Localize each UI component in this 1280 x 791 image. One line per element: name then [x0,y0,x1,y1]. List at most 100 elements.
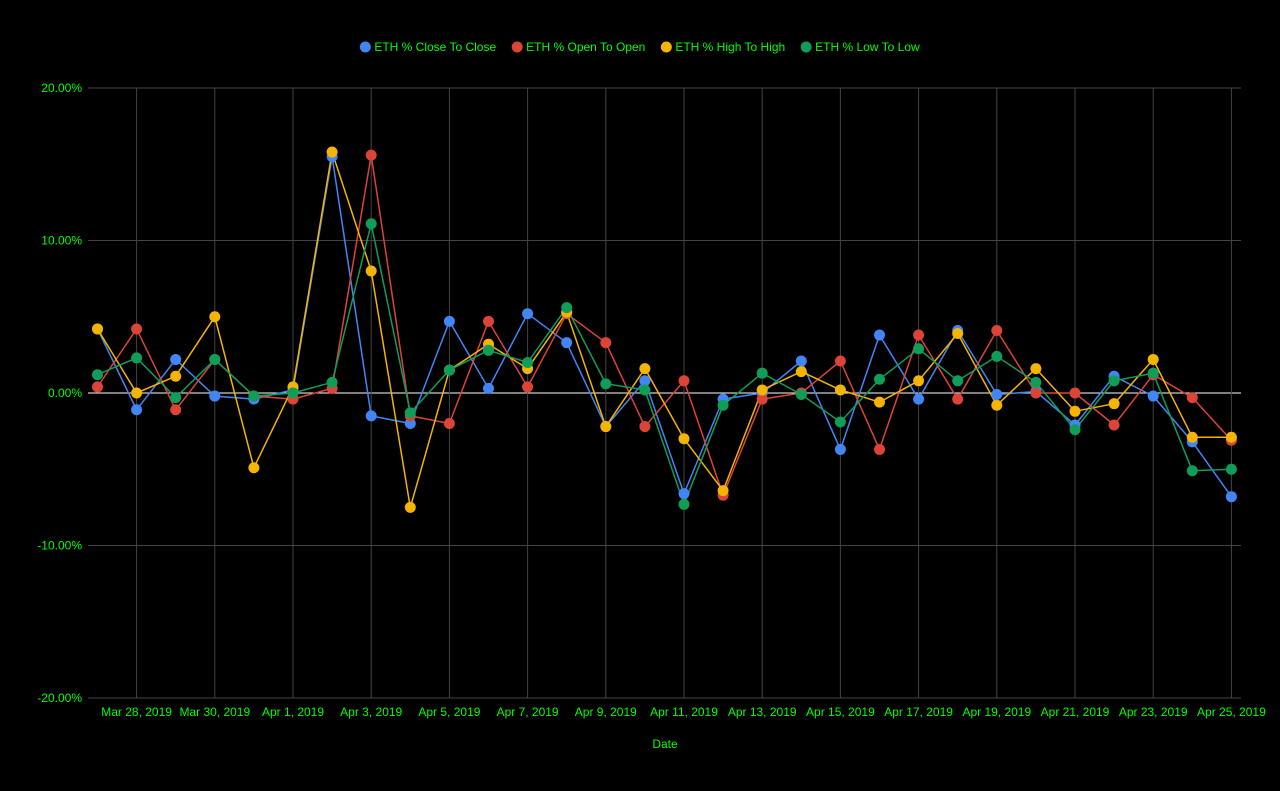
data-point[interactable] [1030,376,1042,388]
data-point[interactable] [913,329,925,341]
data-point[interactable] [326,146,338,158]
data-point[interactable] [522,381,534,393]
data-point[interactable] [170,404,182,416]
data-point[interactable] [443,418,455,429]
data-point[interactable] [483,344,494,356]
data-point[interactable] [1225,463,1237,475]
data-point[interactable] [756,393,768,405]
data-point[interactable] [639,363,651,375]
data-point[interactable] [717,399,729,411]
data-point[interactable] [209,311,221,323]
data-point[interactable] [600,337,612,349]
data-point[interactable] [404,407,416,419]
data-point[interactable] [834,443,846,455]
data-point[interactable] [561,302,573,314]
data-point[interactable] [756,367,768,379]
data-point[interactable] [365,149,377,161]
data-point[interactable] [92,323,103,335]
data-point[interactable] [1147,353,1159,365]
data-point[interactable] [639,375,651,387]
data-point[interactable] [131,352,143,364]
data-point[interactable] [1186,392,1198,404]
data-point[interactable] [600,378,612,390]
data-point[interactable] [913,343,925,355]
data-point[interactable] [913,393,925,405]
data-point[interactable] [1108,398,1120,410]
x-tick-label: Apr 21, 2019 [1041,705,1110,719]
data-point[interactable] [170,392,182,404]
data-point[interactable] [131,323,143,335]
legend-item-3[interactable]: ETH % High To High [660,40,785,54]
data-point[interactable] [1225,431,1237,443]
data-point[interactable] [131,404,143,416]
data-point[interactable] [443,315,455,327]
data-point[interactable] [365,265,377,277]
data-point[interactable] [952,393,964,405]
data-point[interactable] [834,416,846,428]
data-point[interactable] [248,390,260,402]
data-point[interactable] [443,364,455,376]
data-point[interactable] [1030,363,1042,375]
data-point[interactable] [522,308,534,320]
data-point[interactable] [483,382,494,394]
data-point[interactable] [874,443,885,455]
data-point[interactable] [1147,367,1159,379]
data-point[interactable] [834,384,846,396]
data-point[interactable] [170,370,182,382]
data-point[interactable] [678,433,690,445]
legend-item-2[interactable]: ETH % Open To Open [511,40,646,54]
data-point[interactable] [639,384,651,396]
data-point[interactable] [209,390,221,402]
data-point[interactable] [952,375,964,387]
data-point[interactable] [248,462,260,474]
data-point[interactable] [1108,419,1120,431]
data-point[interactable] [834,355,846,367]
data-point[interactable] [404,418,416,429]
data-point[interactable] [404,501,416,513]
data-point[interactable] [92,369,103,381]
data-point[interactable] [639,421,651,433]
data-point[interactable] [1069,387,1081,399]
data-point[interactable] [717,485,729,497]
data-point[interactable] [874,373,885,385]
data-point[interactable] [365,410,377,422]
data-point[interactable] [756,384,768,396]
data-point[interactable] [1225,491,1237,503]
data-point[interactable] [913,375,925,387]
data-point[interactable] [287,387,299,399]
data-point[interactable] [522,357,534,368]
data-point[interactable] [874,329,885,341]
data-point[interactable] [678,375,690,387]
data-point[interactable] [874,396,885,408]
data-point[interactable] [795,389,807,401]
data-point[interactable] [678,498,690,510]
data-point[interactable] [1069,424,1081,436]
data-point[interactable] [131,387,143,399]
data-point[interactable] [991,324,1003,336]
data-point[interactable] [1030,387,1042,399]
legend-item-1[interactable]: ETH % Close To Close [359,40,497,54]
data-point[interactable] [365,218,377,230]
data-point[interactable] [326,376,338,388]
data-point[interactable] [561,337,573,349]
data-point[interactable] [170,353,182,365]
data-point[interactable] [600,421,612,433]
legend-item-4[interactable]: ETH % Low To Low [800,40,920,54]
y-tick-label: 0.00% [48,386,82,400]
data-point[interactable] [1186,431,1198,443]
data-point[interactable] [1186,465,1198,477]
data-point[interactable] [92,381,103,393]
data-point[interactable] [991,350,1003,362]
legend[interactable]: ETH % Close To Close ETH % Open To Open ET… [359,40,920,54]
data-point[interactable] [1108,375,1120,387]
data-point[interactable] [1069,405,1081,417]
data-point[interactable] [952,328,964,340]
data-point[interactable] [483,315,494,327]
data-point[interactable] [991,389,1003,401]
data-point[interactable] [991,399,1003,411]
data-point[interactable] [209,353,221,365]
data-point[interactable] [1147,390,1159,402]
data-point[interactable] [795,355,807,367]
data-point[interactable] [678,488,690,500]
data-point[interactable] [795,366,807,378]
